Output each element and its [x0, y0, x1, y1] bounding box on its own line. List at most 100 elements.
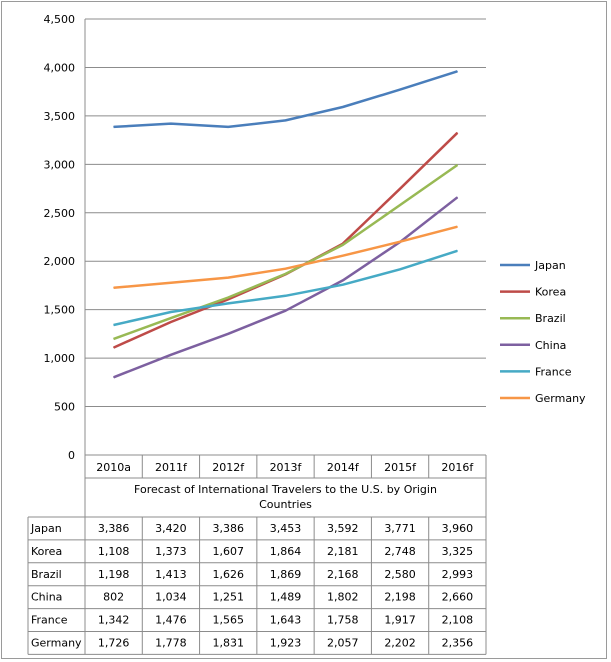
data-point-japan: [227, 126, 229, 128]
data-point-korea: [113, 347, 115, 349]
data-point-germany: [399, 241, 401, 243]
table-cell: 2,108: [442, 614, 474, 627]
data-point-brazil: [113, 338, 115, 340]
table-cell: 2,580: [384, 568, 416, 581]
table-cell: 1,778: [155, 637, 187, 650]
table-cell: 1,917: [384, 614, 416, 627]
table-cell: 1,413: [155, 568, 187, 581]
data-point-france: [285, 295, 286, 297]
table-row-label: Germany: [31, 637, 82, 650]
x-tick-label: 2016f: [441, 461, 474, 474]
table-caption: Forecast of International Travelers to t…: [134, 483, 437, 496]
data-point-brazil: [227, 296, 229, 298]
data-point-germany: [170, 282, 172, 284]
y-tick-label: 4,000: [44, 61, 76, 74]
table-cell: 1,758: [327, 614, 359, 627]
legend-label-china: China: [535, 339, 566, 352]
data-point-china: [170, 354, 172, 356]
data-point-japan: [285, 119, 286, 121]
data-point-korea: [399, 188, 401, 190]
table-cell: 2,748: [384, 545, 416, 558]
y-tick-label: 2,000: [44, 255, 76, 268]
data-point-japan: [170, 123, 172, 125]
table-row-label: China: [31, 591, 62, 604]
x-tick-label: 2013f: [270, 461, 303, 474]
table-cell: 802: [103, 591, 124, 604]
table-row-label: Japan: [30, 522, 62, 535]
x-tick-label: 2012f: [212, 461, 245, 474]
table-cell: 1,198: [98, 568, 130, 581]
table-cell: 1,373: [155, 545, 187, 558]
data-point-japan: [399, 89, 401, 91]
table-cell: 3,386: [98, 522, 130, 535]
table-cell: 3,386: [212, 522, 244, 535]
legend-label-france: France: [535, 365, 572, 378]
data-point-brazil: [170, 317, 172, 319]
data-point-china: [456, 196, 458, 198]
table-cell: 2,356: [442, 637, 474, 650]
y-tick-label: 3,000: [44, 158, 76, 171]
data-point-germany: [227, 277, 229, 279]
table-cell: 1,476: [155, 614, 187, 627]
table-cell: 1,342: [98, 614, 130, 627]
table-cell: 2,181: [327, 545, 359, 558]
data-point-korea: [456, 132, 458, 134]
data-point-japan: [113, 126, 115, 128]
table-cell: 1,251: [212, 591, 244, 604]
data-point-china: [342, 279, 344, 281]
table-cell: 3,592: [327, 522, 359, 535]
series-line-france: [113, 249, 458, 327]
table-cell: 3,420: [155, 522, 187, 535]
data-point-germany: [113, 287, 115, 289]
table-cell: 1,726: [98, 637, 130, 650]
data-point-france: [342, 284, 344, 286]
series-line-japan: [113, 70, 458, 129]
table-row-label: Brazil: [31, 568, 62, 581]
legend-label-brazil: Brazil: [535, 312, 566, 325]
table-cell: 1,607: [212, 545, 244, 558]
x-tick-label: 2014f: [327, 461, 360, 474]
data-point-china: [227, 333, 229, 335]
table-cell: 1,108: [98, 545, 130, 558]
table-cell: 1,831: [212, 637, 244, 650]
y-tick-label: 0: [68, 449, 75, 462]
legend-label-japan: Japan: [534, 259, 566, 272]
series-line-china: [113, 196, 459, 379]
data-point-germany: [342, 255, 344, 257]
data-point-china: [285, 310, 286, 312]
table-cell: 2,202: [384, 637, 416, 650]
table-cell: 1,643: [270, 614, 302, 627]
table-row-label: Korea: [31, 545, 62, 558]
data-point-brazil: [456, 164, 458, 166]
data-point-brazil: [285, 273, 286, 275]
data-point-france: [456, 250, 458, 252]
data-point-china: [113, 376, 115, 378]
data-point-germany: [456, 226, 458, 228]
data-point-france: [227, 302, 229, 304]
table-cell: 2,660: [442, 591, 474, 604]
data-point-france: [113, 324, 115, 326]
table-row-label: France: [31, 614, 68, 627]
y-tick-label: 500: [54, 401, 75, 414]
table-cell: 1,869: [270, 568, 302, 581]
table-cell: 1,489: [270, 591, 302, 604]
data-point-japan: [342, 106, 344, 108]
table-caption: Countries: [259, 498, 312, 511]
data-point-brazil: [399, 204, 401, 206]
legend-label-germany: Germany: [535, 392, 586, 405]
data-point-korea: [227, 298, 229, 300]
table-cell: 3,453: [270, 522, 302, 535]
table-cell: 1,565: [212, 614, 244, 627]
y-tick-label: 2,500: [44, 207, 76, 220]
table-cell: 3,960: [442, 522, 474, 535]
y-tick-label: 4,500: [44, 13, 76, 26]
table-cell: 3,771: [384, 522, 416, 535]
x-tick-label: 2015f: [384, 461, 417, 474]
data-point-korea: [170, 321, 172, 323]
table-cell: 1,802: [327, 591, 359, 604]
legend-label-korea: Korea: [535, 286, 566, 299]
data-point-japan: [456, 70, 458, 72]
table-cell: 1,923: [270, 637, 302, 650]
